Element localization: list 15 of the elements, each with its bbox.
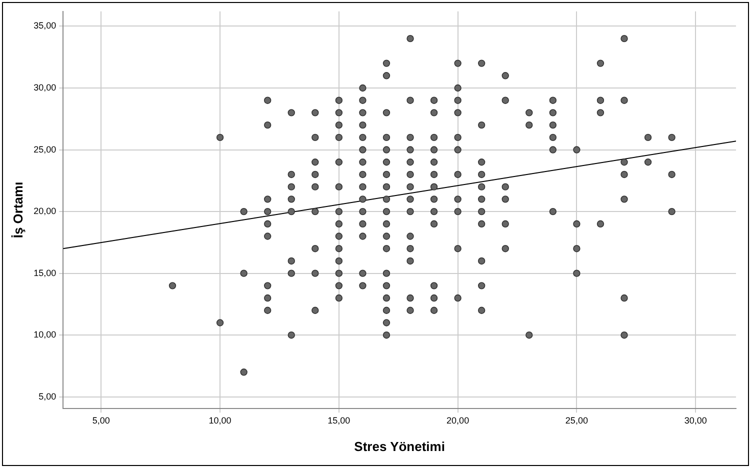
y-tick-label: 5,00 (38, 391, 56, 402)
y-tick-label: 25,00 (34, 144, 56, 154)
y-tick-label: 20,00 (34, 206, 56, 216)
y-tick-label: 10,00 (34, 330, 56, 340)
x-tick-label: 20,00 (446, 415, 470, 426)
x-tick-label: 10,00 (208, 415, 232, 426)
y-tick-label: 30,00 (34, 82, 56, 92)
x-tick-label: 5,00 (92, 415, 110, 426)
y-tick-label: 15,00 (34, 268, 56, 278)
y-axis-title: İş Ortamı (10, 182, 26, 238)
x-axis-title: Stres Yönetimi (354, 438, 445, 454)
x-tick-label: 25,00 (565, 415, 588, 426)
x-tick-label: 30,00 (684, 415, 707, 426)
y-tick-label: 35,00 (34, 20, 56, 31)
x-tick-label: 15,00 (328, 415, 350, 426)
